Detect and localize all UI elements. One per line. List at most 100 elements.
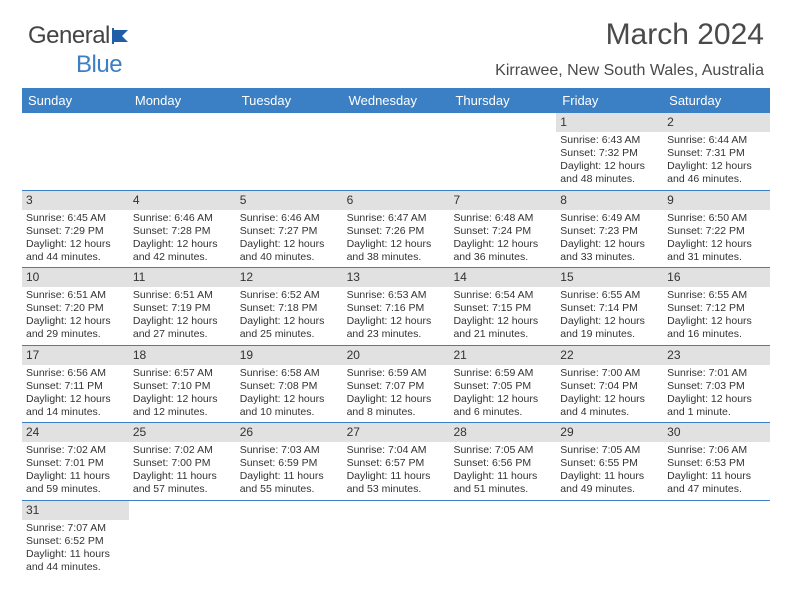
sunrise-text: Sunrise: 6:59 AM bbox=[453, 367, 552, 380]
calendar: SundayMondayTuesdayWednesdayThursdayFrid… bbox=[22, 88, 770, 577]
day-cell: 20Sunrise: 6:59 AMSunset: 7:07 PMDayligh… bbox=[343, 346, 450, 423]
daylight-text: and 49 minutes. bbox=[560, 483, 659, 496]
day-number: 20 bbox=[343, 346, 450, 365]
sunrise-text: Sunrise: 7:05 AM bbox=[560, 444, 659, 457]
day-number: 4 bbox=[129, 191, 236, 210]
day-number: 30 bbox=[663, 423, 770, 442]
sunset-text: Sunset: 7:28 PM bbox=[133, 225, 232, 238]
weeks-container: 1Sunrise: 6:43 AMSunset: 7:32 PMDaylight… bbox=[22, 113, 770, 577]
day-cell: 6Sunrise: 6:47 AMSunset: 7:26 PMDaylight… bbox=[343, 191, 450, 268]
day-cell: 10Sunrise: 6:51 AMSunset: 7:20 PMDayligh… bbox=[22, 268, 129, 345]
daylight-text: Daylight: 12 hours bbox=[453, 315, 552, 328]
sunset-text: Sunset: 7:16 PM bbox=[347, 302, 446, 315]
day-number: 22 bbox=[556, 346, 663, 365]
day-cell: 21Sunrise: 6:59 AMSunset: 7:05 PMDayligh… bbox=[449, 346, 556, 423]
day-cell: 5Sunrise: 6:46 AMSunset: 7:27 PMDaylight… bbox=[236, 191, 343, 268]
daylight-text: Daylight: 12 hours bbox=[240, 238, 339, 251]
daylight-text: and 21 minutes. bbox=[453, 328, 552, 341]
daylight-text: Daylight: 12 hours bbox=[240, 393, 339, 406]
sunrise-text: Sunrise: 7:01 AM bbox=[667, 367, 766, 380]
daylight-text: and 4 minutes. bbox=[560, 406, 659, 419]
empty-cell bbox=[22, 113, 129, 190]
daylight-text: Daylight: 11 hours bbox=[26, 470, 125, 483]
day-number: 11 bbox=[129, 268, 236, 287]
day-cell: 27Sunrise: 7:04 AMSunset: 6:57 PMDayligh… bbox=[343, 423, 450, 500]
day-number: 24 bbox=[22, 423, 129, 442]
sunrise-text: Sunrise: 6:47 AM bbox=[347, 212, 446, 225]
sunset-text: Sunset: 7:01 PM bbox=[26, 457, 125, 470]
daylight-text: and 27 minutes. bbox=[133, 328, 232, 341]
day-number: 9 bbox=[663, 191, 770, 210]
day-number: 21 bbox=[449, 346, 556, 365]
day-number: 29 bbox=[556, 423, 663, 442]
day-number: 12 bbox=[236, 268, 343, 287]
day-cell: 19Sunrise: 6:58 AMSunset: 7:08 PMDayligh… bbox=[236, 346, 343, 423]
sunrise-text: Sunrise: 6:51 AM bbox=[133, 289, 232, 302]
day-number: 3 bbox=[22, 191, 129, 210]
sunrise-text: Sunrise: 6:55 AM bbox=[560, 289, 659, 302]
daylight-text: Daylight: 12 hours bbox=[667, 238, 766, 251]
daylight-text: Daylight: 12 hours bbox=[26, 393, 125, 406]
daylight-text: and 46 minutes. bbox=[667, 173, 766, 186]
day-cell: 28Sunrise: 7:05 AMSunset: 6:56 PMDayligh… bbox=[449, 423, 556, 500]
daylight-text: and 53 minutes. bbox=[347, 483, 446, 496]
sunrise-text: Sunrise: 6:50 AM bbox=[667, 212, 766, 225]
day-cell: 31Sunrise: 7:07 AMSunset: 6:52 PMDayligh… bbox=[22, 501, 129, 578]
daylight-text: and 31 minutes. bbox=[667, 251, 766, 264]
week-row: 24Sunrise: 7:02 AMSunset: 7:01 PMDayligh… bbox=[22, 423, 770, 501]
sunset-text: Sunset: 7:18 PM bbox=[240, 302, 339, 315]
daylight-text: and 23 minutes. bbox=[347, 328, 446, 341]
daylight-text: Daylight: 11 hours bbox=[347, 470, 446, 483]
sunset-text: Sunset: 7:07 PM bbox=[347, 380, 446, 393]
sunset-text: Sunset: 7:24 PM bbox=[453, 225, 552, 238]
daylight-text: Daylight: 12 hours bbox=[26, 238, 125, 251]
day-number: 17 bbox=[22, 346, 129, 365]
sunset-text: Sunset: 7:12 PM bbox=[667, 302, 766, 315]
day-cell: 1Sunrise: 6:43 AMSunset: 7:32 PMDaylight… bbox=[556, 113, 663, 190]
day-cell: 2Sunrise: 6:44 AMSunset: 7:31 PMDaylight… bbox=[663, 113, 770, 190]
day-cell: 14Sunrise: 6:54 AMSunset: 7:15 PMDayligh… bbox=[449, 268, 556, 345]
daylight-text: Daylight: 12 hours bbox=[26, 315, 125, 328]
day-cell: 26Sunrise: 7:03 AMSunset: 6:59 PMDayligh… bbox=[236, 423, 343, 500]
sunset-text: Sunset: 7:32 PM bbox=[560, 147, 659, 160]
empty-cell bbox=[236, 501, 343, 578]
daylight-text: Daylight: 11 hours bbox=[26, 548, 125, 561]
day-cell: 12Sunrise: 6:52 AMSunset: 7:18 PMDayligh… bbox=[236, 268, 343, 345]
daylight-text: Daylight: 12 hours bbox=[133, 393, 232, 406]
day-number: 14 bbox=[449, 268, 556, 287]
week-row: 3Sunrise: 6:45 AMSunset: 7:29 PMDaylight… bbox=[22, 191, 770, 269]
empty-cell bbox=[343, 113, 450, 190]
day-header: Thursday bbox=[449, 88, 556, 113]
day-number: 28 bbox=[449, 423, 556, 442]
empty-cell bbox=[129, 113, 236, 190]
day-number: 26 bbox=[236, 423, 343, 442]
daylight-text: and 57 minutes. bbox=[133, 483, 232, 496]
daylight-text: Daylight: 12 hours bbox=[667, 393, 766, 406]
day-number: 18 bbox=[129, 346, 236, 365]
day-cell: 8Sunrise: 6:49 AMSunset: 7:23 PMDaylight… bbox=[556, 191, 663, 268]
daylight-text: Daylight: 12 hours bbox=[560, 393, 659, 406]
sunset-text: Sunset: 7:23 PM bbox=[560, 225, 659, 238]
day-number: 15 bbox=[556, 268, 663, 287]
sunset-text: Sunset: 7:22 PM bbox=[667, 225, 766, 238]
sunrise-text: Sunrise: 7:06 AM bbox=[667, 444, 766, 457]
daylight-text: and 44 minutes. bbox=[26, 251, 125, 264]
day-number: 5 bbox=[236, 191, 343, 210]
day-cell: 9 Sunrise: 6:50 AMSunset: 7:22 PMDaylight… bbox=[663, 191, 770, 268]
daylight-text: Daylight: 12 hours bbox=[240, 315, 339, 328]
day-number: 13 bbox=[343, 268, 450, 287]
day-header: Friday bbox=[556, 88, 663, 113]
logo: GeneralBlue bbox=[28, 22, 136, 79]
sunrise-text: Sunrise: 7:04 AM bbox=[347, 444, 446, 457]
day-number: 1 bbox=[556, 113, 663, 132]
day-cell: 3Sunrise: 6:45 AMSunset: 7:29 PMDaylight… bbox=[22, 191, 129, 268]
sunrise-text: Sunrise: 7:02 AM bbox=[26, 444, 125, 457]
daylight-text: and 25 minutes. bbox=[240, 328, 339, 341]
empty-cell bbox=[663, 501, 770, 578]
page-title: March 2024 bbox=[28, 18, 764, 52]
day-number: 6 bbox=[343, 191, 450, 210]
daylight-text: and 19 minutes. bbox=[560, 328, 659, 341]
day-cell: 17Sunrise: 6:56 AMSunset: 7:11 PMDayligh… bbox=[22, 346, 129, 423]
sunset-text: Sunset: 7:10 PM bbox=[133, 380, 232, 393]
sunset-text: Sunset: 7:20 PM bbox=[26, 302, 125, 315]
